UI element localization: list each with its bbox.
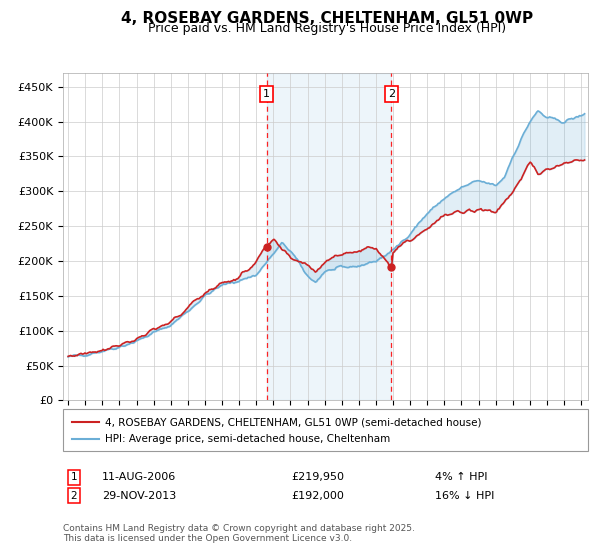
Text: 4% ↑ HPI: 4% ↑ HPI bbox=[435, 472, 487, 482]
Text: 2: 2 bbox=[70, 491, 77, 501]
Text: 2: 2 bbox=[388, 89, 395, 99]
Text: 16% ↓ HPI: 16% ↓ HPI bbox=[435, 491, 494, 501]
Text: HPI: Average price, semi-detached house, Cheltenham: HPI: Average price, semi-detached house,… bbox=[105, 434, 390, 444]
Text: 4, ROSEBAY GARDENS, CHELTENHAM, GL51 0WP: 4, ROSEBAY GARDENS, CHELTENHAM, GL51 0WP bbox=[121, 11, 533, 26]
Text: 1: 1 bbox=[70, 472, 77, 482]
Text: 29-NOV-2013: 29-NOV-2013 bbox=[102, 491, 176, 501]
Text: Price paid vs. HM Land Registry's House Price Index (HPI): Price paid vs. HM Land Registry's House … bbox=[148, 22, 506, 35]
Text: 1: 1 bbox=[263, 89, 270, 99]
Text: 11-AUG-2006: 11-AUG-2006 bbox=[102, 472, 176, 482]
Text: £219,950: £219,950 bbox=[291, 472, 344, 482]
Text: £192,000: £192,000 bbox=[291, 491, 344, 501]
Text: Contains HM Land Registry data © Crown copyright and database right 2025.
This d: Contains HM Land Registry data © Crown c… bbox=[63, 524, 415, 543]
Text: 4, ROSEBAY GARDENS, CHELTENHAM, GL51 0WP (semi-detached house): 4, ROSEBAY GARDENS, CHELTENHAM, GL51 0WP… bbox=[105, 417, 482, 427]
Bar bbox=[266, 73, 391, 400]
